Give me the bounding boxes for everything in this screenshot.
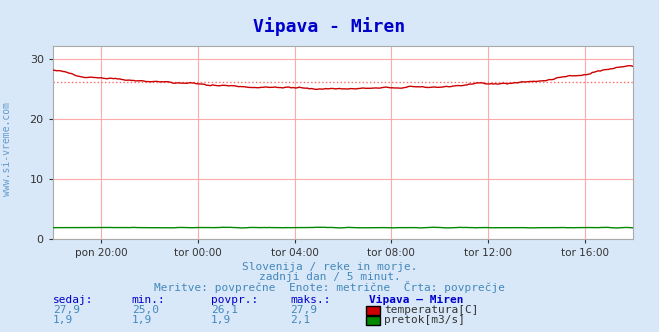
Text: temperatura[C]: temperatura[C] bbox=[384, 305, 478, 315]
Text: 25,0: 25,0 bbox=[132, 305, 159, 315]
Text: 27,9: 27,9 bbox=[290, 305, 317, 315]
Text: 27,9: 27,9 bbox=[53, 305, 80, 315]
Text: pretok[m3/s]: pretok[m3/s] bbox=[384, 315, 465, 325]
Text: www.si-vreme.com: www.si-vreme.com bbox=[1, 102, 12, 197]
Text: Vipava – Miren: Vipava – Miren bbox=[369, 295, 463, 305]
Text: povpr.:: povpr.: bbox=[211, 295, 258, 305]
Text: zadnji dan / 5 minut.: zadnji dan / 5 minut. bbox=[258, 272, 401, 282]
Text: 1,9: 1,9 bbox=[53, 315, 73, 325]
Text: 1,9: 1,9 bbox=[132, 315, 152, 325]
Text: min.:: min.: bbox=[132, 295, 165, 305]
Text: Vipava - Miren: Vipava - Miren bbox=[253, 17, 406, 36]
Text: 26,1: 26,1 bbox=[211, 305, 238, 315]
Text: 2,1: 2,1 bbox=[290, 315, 310, 325]
Text: maks.:: maks.: bbox=[290, 295, 330, 305]
Text: Slovenija / reke in morje.: Slovenija / reke in morje. bbox=[242, 262, 417, 272]
Text: 1,9: 1,9 bbox=[211, 315, 231, 325]
Text: sedaj:: sedaj: bbox=[53, 295, 93, 305]
Text: Meritve: povprečne  Enote: metrične  Črta: povprečje: Meritve: povprečne Enote: metrične Črta:… bbox=[154, 281, 505, 293]
